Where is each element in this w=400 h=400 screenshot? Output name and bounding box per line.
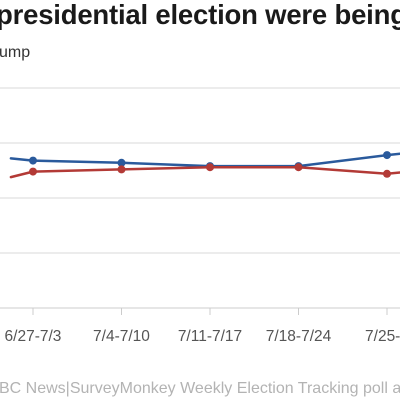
data-point-1-4 [383, 169, 391, 178]
data-point-0-4 [383, 151, 391, 160]
legend-label: ump [0, 44, 31, 61]
data-point-0-0 [29, 156, 37, 165]
series-line-0 [9, 152, 400, 168]
data-point-0-1 [117, 158, 126, 167]
series-line-1 [9, 165, 400, 179]
data-point-1-0 [29, 167, 37, 176]
x-tick-label: 7/25-7 [365, 328, 400, 345]
data-point-1-3 [294, 163, 303, 172]
source-note: BC News|SurveyMonkey Weekly Election Tra… [0, 380, 400, 397]
data-point-1-1 [117, 165, 126, 174]
x-tick-label: 7/4-7/10 [93, 328, 150, 345]
data-point-1-2 [206, 163, 214, 172]
chart-title: presidential election were being [0, 0, 400, 30]
x-tick-label: 7/11-7/17 [178, 328, 242, 345]
x-tick-label: 7/18-7/24 [266, 328, 332, 345]
x-tick-label: 6/27-7/3 [5, 328, 62, 345]
